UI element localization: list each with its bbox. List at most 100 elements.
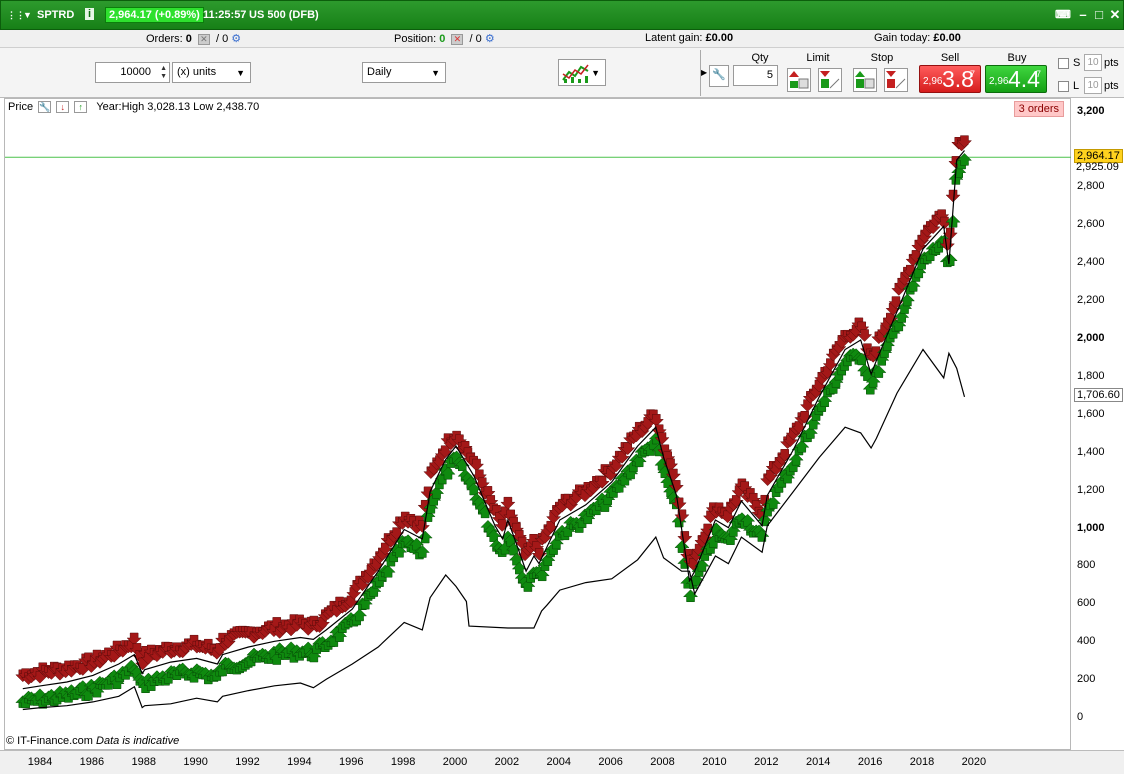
chevron-down-icon: ▼ [236, 68, 245, 78]
stop-pts-label: pts [1104, 57, 1119, 69]
sell-button[interactable]: 2,96 3.8 7 [919, 65, 981, 93]
units-value: 10000 [120, 66, 151, 78]
sell-marker [468, 458, 485, 472]
position-settings-icon[interactable]: ⚙ [484, 33, 495, 45]
buy-marker [391, 544, 408, 558]
x-tick-label: 2020 [961, 756, 987, 768]
year-high-low: Year:High 3,028.13 Low 2,438.70 [96, 101, 260, 113]
y-tick-label: 3,200 [1077, 104, 1105, 117]
limit-sell-button[interactable] [818, 68, 842, 92]
collapse-arrow-icon[interactable]: ▶ [701, 68, 708, 77]
close-position-icon[interactable]: ✕ [451, 33, 464, 45]
wrench-icon: 🔧 [712, 69, 726, 81]
sell-arrow-icon[interactable]: ↓ [56, 101, 70, 114]
units-spinner-icon[interactable]: ▲ ▼ [160, 65, 167, 80]
orders-status: Orders: 0 ✕ / 0 ⚙ [146, 32, 241, 45]
x-axis[interactable]: 1984 1986 1988 1990 1992 1994 1996 1998 2000 2002… [0, 750, 1124, 774]
sell-marker [942, 227, 958, 241]
time-label: 11:25:57 [203, 9, 247, 21]
info-icon[interactable]: i [85, 8, 95, 20]
price-chart[interactable] [5, 99, 1072, 751]
trade-markers [15, 135, 973, 709]
buy-marker [899, 293, 915, 307]
keyboard-icon[interactable]: ⌨ [1055, 9, 1071, 21]
units-input[interactable]: 10000 ▲ ▼ [95, 62, 170, 83]
position-value: 0 [439, 33, 446, 45]
buy-arrow-icon[interactable]: ↑ [74, 101, 88, 114]
cancel-orders-icon[interactable]: ✕ [197, 33, 210, 45]
sell-price-sup: 7 [970, 69, 976, 79]
x-tick-label: 1988 [131, 756, 156, 768]
y-tick-label: 400 [1077, 635, 1096, 648]
buy-marker [331, 629, 348, 642]
sell-marker [856, 329, 873, 342]
buy-marker [428, 486, 445, 499]
buy-button[interactable]: 2,96 4.4 7 [985, 65, 1047, 93]
sell-marker [500, 496, 516, 510]
x-tick-label: 2002 [494, 756, 520, 768]
close-icon[interactable]: ✕ [1109, 7, 1121, 22]
limit-buy-button[interactable] [787, 68, 811, 92]
price-change-badge: 2,964.17 (+0.89%) [105, 7, 204, 23]
stop-label: Stop [870, 52, 894, 64]
buy-marker [871, 365, 887, 378]
gain-today-value: £0.00 [933, 32, 961, 44]
chart-footer: © IT-Finance.com Data is indicative [6, 735, 180, 747]
maximize-icon[interactable]: □ [1095, 7, 1103, 22]
buy-marker [865, 374, 881, 388]
stop-buy-button[interactable] [853, 68, 877, 92]
latent-value: £0.00 [705, 32, 734, 44]
y-tick-label: 600 [1077, 597, 1096, 610]
qty-value: 5 [766, 69, 773, 81]
chevron-down-icon: ▼ [591, 68, 600, 78]
buy-marker [417, 530, 433, 544]
chart-type-button[interactable]: ▼ [558, 59, 606, 86]
buy-marker [765, 496, 781, 509]
grip-icon[interactable]: ⋮⋮ [7, 10, 25, 20]
price-label: Price [8, 101, 34, 113]
buy-price-big: 4.4 [1008, 66, 1040, 92]
orders-settings-icon[interactable]: ⚙ [231, 33, 242, 45]
sell-marker [677, 531, 693, 544]
stop-pts-input[interactable]: 10 [1084, 54, 1102, 71]
y-tick-label: 1,200 [1077, 483, 1105, 496]
qty-input[interactable]: 5 [733, 65, 778, 86]
buy-marker [794, 439, 810, 453]
position-label: Position: [394, 33, 437, 45]
latent-gain: Latent gain: £0.00 [645, 32, 733, 44]
position-status: Position: 0 ✕ / 0 ⚙ [394, 32, 495, 45]
chart-area[interactable]: Price 🔧 ↓ ↑ Year:High 3,028.13 Low 2,438… [4, 98, 1072, 751]
orders-label: Orders: [146, 33, 183, 45]
stop-sell-button[interactable] [884, 68, 908, 92]
x-tick-label: 1984 [27, 756, 53, 768]
buy-marker [956, 153, 973, 166]
limit-checkbox[interactable] [1058, 81, 1069, 92]
sell-price-big: 3.8 [942, 66, 974, 92]
stop-checkbox[interactable] [1058, 58, 1069, 69]
latent-label: Latent gain: [645, 32, 703, 44]
x-tick-label: 2012 [754, 756, 779, 768]
menu-dropdown-icon[interactable]: ▼ [23, 10, 32, 20]
chevron-down-icon: ▼ [431, 68, 440, 78]
y-tick-label: 2,200 [1077, 294, 1105, 307]
y-axis[interactable]: 2,964.17 2,925.09 1,706.60 3,200 2,800 2,6… [1071, 98, 1124, 750]
minimize-icon[interactable]: – [1079, 7, 1087, 22]
settings-button[interactable]: 🔧 [709, 65, 729, 87]
orders-sep: / 0 [216, 33, 229, 45]
y-tick-label: 800 [1077, 559, 1096, 572]
wrench-icon[interactable]: 🔧 [38, 101, 52, 114]
units-type-select[interactable]: (x) units ▼ [172, 62, 251, 83]
sell-marker [945, 189, 961, 203]
orders-badge[interactable]: 3 orders [1013, 101, 1064, 117]
interval-value: Daily [367, 66, 392, 78]
x-tick-label: 2000 [442, 756, 468, 768]
chart-indicator-icon [562, 64, 589, 83]
y-tick-label: 0 [1077, 711, 1084, 723]
orders-value: 0 [185, 33, 192, 45]
buy-marker [440, 466, 456, 480]
buy-label: Buy [1007, 52, 1027, 64]
sell-marker [126, 632, 142, 646]
limit-pts-input[interactable]: 10 [1084, 77, 1102, 94]
footer-note: Data is indicative [96, 735, 180, 747]
interval-select[interactable]: Daily ▼ [362, 62, 446, 83]
